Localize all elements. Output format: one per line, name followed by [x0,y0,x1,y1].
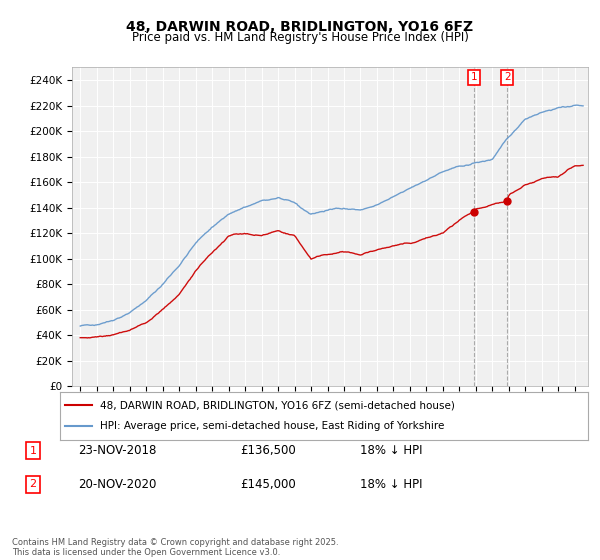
Text: 23-NOV-2018: 23-NOV-2018 [78,444,157,458]
Text: £136,500: £136,500 [240,444,296,458]
Text: Price paid vs. HM Land Registry's House Price Index (HPI): Price paid vs. HM Land Registry's House … [131,31,469,44]
Text: 48, DARWIN ROAD, BRIDLINGTON, YO16 6FZ (semi-detached house): 48, DARWIN ROAD, BRIDLINGTON, YO16 6FZ (… [100,400,454,410]
Text: HPI: Average price, semi-detached house, East Riding of Yorkshire: HPI: Average price, semi-detached house,… [100,421,444,431]
Text: 20-NOV-2020: 20-NOV-2020 [78,478,157,491]
Text: 2: 2 [504,72,511,82]
Text: 1: 1 [471,72,478,82]
Text: 18% ↓ HPI: 18% ↓ HPI [360,478,422,491]
Text: 2: 2 [29,479,37,489]
Text: Contains HM Land Registry data © Crown copyright and database right 2025.
This d: Contains HM Land Registry data © Crown c… [12,538,338,557]
Text: 1: 1 [29,446,37,456]
Text: 18% ↓ HPI: 18% ↓ HPI [360,444,422,458]
Text: £145,000: £145,000 [240,478,296,491]
Text: 48, DARWIN ROAD, BRIDLINGTON, YO16 6FZ: 48, DARWIN ROAD, BRIDLINGTON, YO16 6FZ [127,20,473,34]
